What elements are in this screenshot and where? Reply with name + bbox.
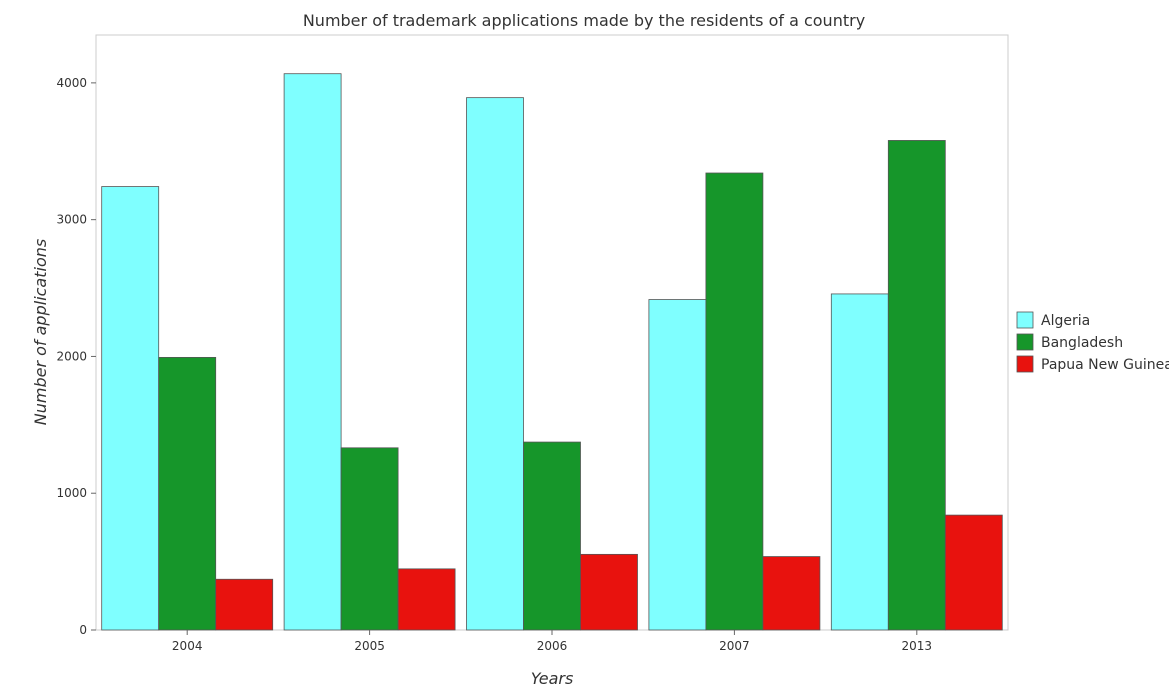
bar-algeria-2006	[466, 97, 524, 631]
legend: Algeria Bangladesh Papua New Guinea	[1016, 311, 1169, 373]
x-tick-label: 2006	[537, 639, 568, 653]
x-axis-title: Years	[531, 669, 574, 688]
bar-algeria-2007	[648, 299, 707, 631]
chart-title: Number of trademark applications made by…	[303, 11, 865, 30]
bar-papua-new-guinea-2007	[762, 556, 821, 631]
bars-layer	[101, 73, 1003, 631]
bar-bangladesh-2006	[523, 441, 581, 631]
bar-papua-new-guinea-2005	[397, 568, 456, 631]
bar-papua-new-guinea-2006	[580, 553, 638, 631]
bar-bangladesh-2004	[158, 356, 217, 631]
x-tick-label: 2013	[902, 639, 933, 653]
legend-swatch-bangladesh	[1016, 333, 1034, 351]
y-tick-label: 0	[79, 623, 87, 637]
legend-swatch-papua-new-guinea	[1016, 355, 1034, 373]
bar-algeria-2013	[830, 293, 889, 631]
bar-algeria-2004	[101, 186, 160, 631]
legend-label-algeria: Algeria	[1041, 313, 1090, 329]
y-tick-label: 3000	[56, 213, 87, 227]
legend-label-bangladesh: Bangladesh	[1041, 335, 1123, 351]
bar-papua-new-guinea-2004	[215, 578, 274, 631]
axis-layer: 2004 2005 2006 2007 2013 0 1000 2000 3000 4000	[56, 76, 932, 653]
bar-bangladesh-2007	[705, 172, 764, 631]
y-tick-label: 2000	[56, 349, 87, 363]
x-tick-label: 2007	[719, 639, 750, 653]
legend-swatch-algeria	[1016, 311, 1034, 329]
bar-papua-new-guinea-2013	[944, 514, 1003, 631]
bar-bangladesh-2005	[340, 447, 399, 631]
y-axis-title: Number of applications	[31, 239, 50, 425]
x-tick-label: 2005	[354, 639, 385, 653]
legend-label-papua-new-guinea: Papua New Guinea	[1041, 357, 1169, 373]
y-tick-label: 1000	[56, 486, 87, 500]
bar-bangladesh-2013	[887, 140, 946, 631]
x-tick-label: 2004	[172, 639, 203, 653]
y-tick-label: 4000	[56, 76, 87, 90]
bar-algeria-2005	[283, 73, 342, 631]
